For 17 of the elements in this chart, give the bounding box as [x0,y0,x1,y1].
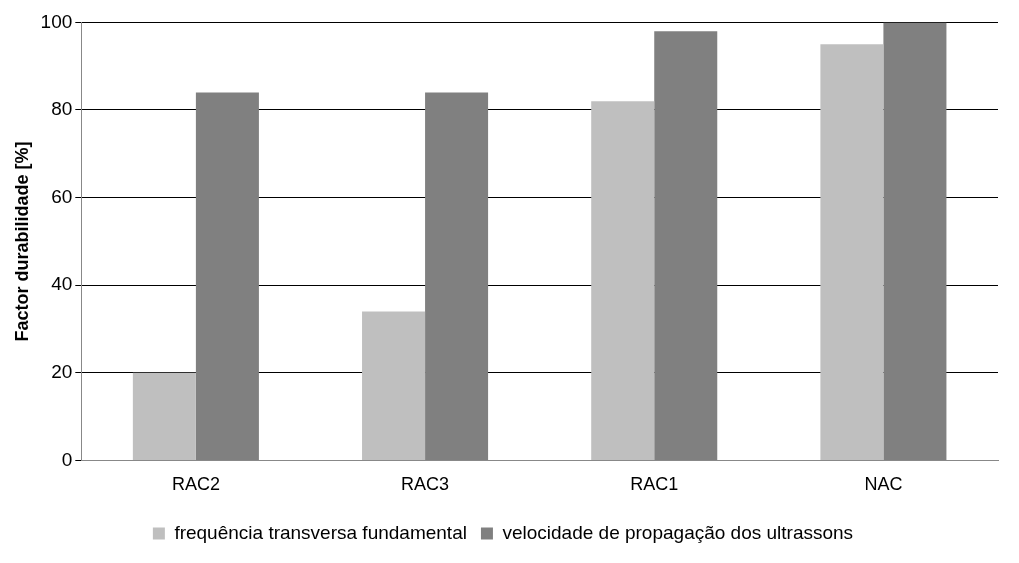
y-tick-label: 40 [51,273,73,295]
legend-label: velocidade de propagação dos ultrassons [502,521,854,543]
x-tick-label: RAC3 [401,474,450,495]
y-axis-title: Factor durabilidade [%] [11,141,32,342]
x-tick-label: RAC2 [171,474,220,495]
y-tick-label: 80 [51,98,73,120]
y-tick-label: 60 [51,185,73,207]
legend-label: frequência transversa fundamental [174,521,467,543]
bar [362,311,426,460]
bar [820,44,884,460]
y-tick-label: 20 [51,361,73,383]
y-tick-label: 100 [40,10,73,32]
x-tick-label: NAC [864,474,903,495]
x-tick-label: RAC1 [630,474,679,495]
bar [591,101,655,460]
y-tick-label: 0 [61,448,73,470]
bar [132,372,196,460]
